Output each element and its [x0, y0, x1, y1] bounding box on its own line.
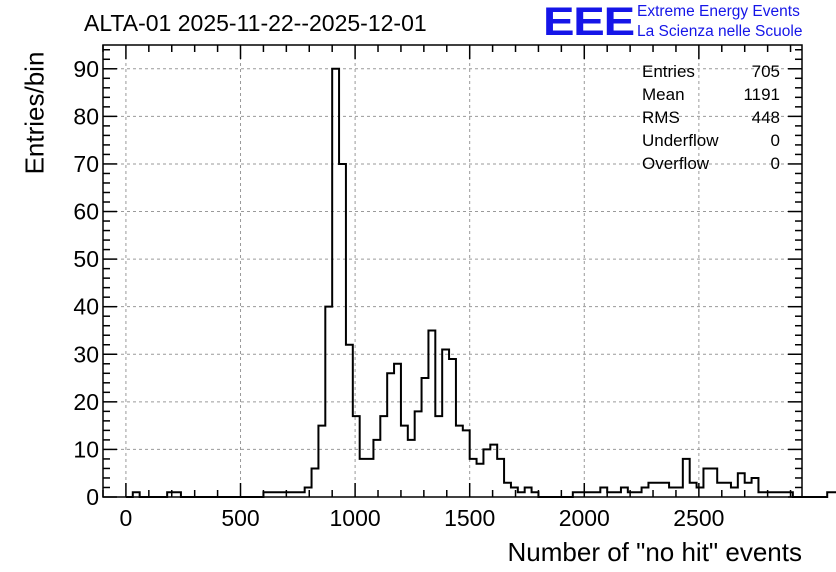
stats-value: 1191 — [743, 85, 780, 104]
x-tick-label: 2500 — [673, 505, 724, 531]
stats-row-mean: Mean 1191 — [642, 83, 780, 106]
grid-lines — [103, 45, 802, 497]
histogram-series — [125, 67, 836, 498]
y-tick-label: 30 — [73, 341, 99, 367]
x-tick-label: 500 — [221, 505, 259, 531]
y-tick-label: 90 — [73, 56, 99, 82]
stats-label: Overflow — [642, 154, 710, 173]
x-tick-label: 1500 — [444, 505, 495, 531]
x-tick-label: 1000 — [330, 505, 381, 531]
stats-box: Entries 705 Mean 1191 RMS 448 Underflow 0 Ov… — [642, 60, 780, 175]
y-tick-label: 80 — [73, 103, 99, 129]
stats-value: 0 — [770, 154, 780, 173]
axis-ticks: 0 500 1000 1500 2000 2500 0 10 20 30 40 50 60 70 80 90 — [73, 45, 802, 531]
stats-row-entries: Entries 705 — [642, 60, 780, 83]
y-tick-label: 60 — [73, 199, 99, 225]
logo-line-2: La Scienza nelle Scuole — [637, 23, 803, 40]
stats-row-rms: RMS 448 — [642, 106, 780, 129]
stats-value: 705 — [751, 62, 780, 81]
y-tick-label: 70 — [73, 151, 99, 177]
logo-line-1: Extreme Energy Events — [637, 3, 800, 20]
y-tick-label: 50 — [73, 246, 99, 272]
stats-row-underflow: Underflow 0 — [642, 129, 780, 152]
stats-value: 448 — [751, 108, 780, 127]
x-tick-label: 2000 — [559, 505, 610, 531]
y-tick-label: 20 — [73, 389, 99, 415]
stats-value: 0 — [770, 131, 780, 150]
x-tick-label: 0 — [120, 505, 133, 531]
y-tick-label: 0 — [86, 484, 99, 510]
x-axis-label: Number of "no hit" events — [507, 537, 803, 567]
eee-logo: EEE — [543, 0, 635, 44]
eee-logo-text: Extreme Energy Events La Scienza nelle S… — [637, 2, 802, 42]
chart-title: ALTA-01 2025-11-22--2025-12-01 — [84, 10, 427, 36]
stats-label: Underflow — [642, 131, 719, 150]
stats-label: Mean — [642, 85, 685, 104]
stats-label: Entries — [642, 62, 695, 81]
y-tick-label: 10 — [73, 436, 99, 462]
y-tick-label: 40 — [73, 294, 99, 320]
y-axis-label: Entries/bin — [19, 51, 50, 175]
stats-row-overflow: Overflow 0 — [642, 152, 780, 175]
plot-frame — [102, 44, 803, 498]
stats-label: RMS — [642, 108, 680, 127]
